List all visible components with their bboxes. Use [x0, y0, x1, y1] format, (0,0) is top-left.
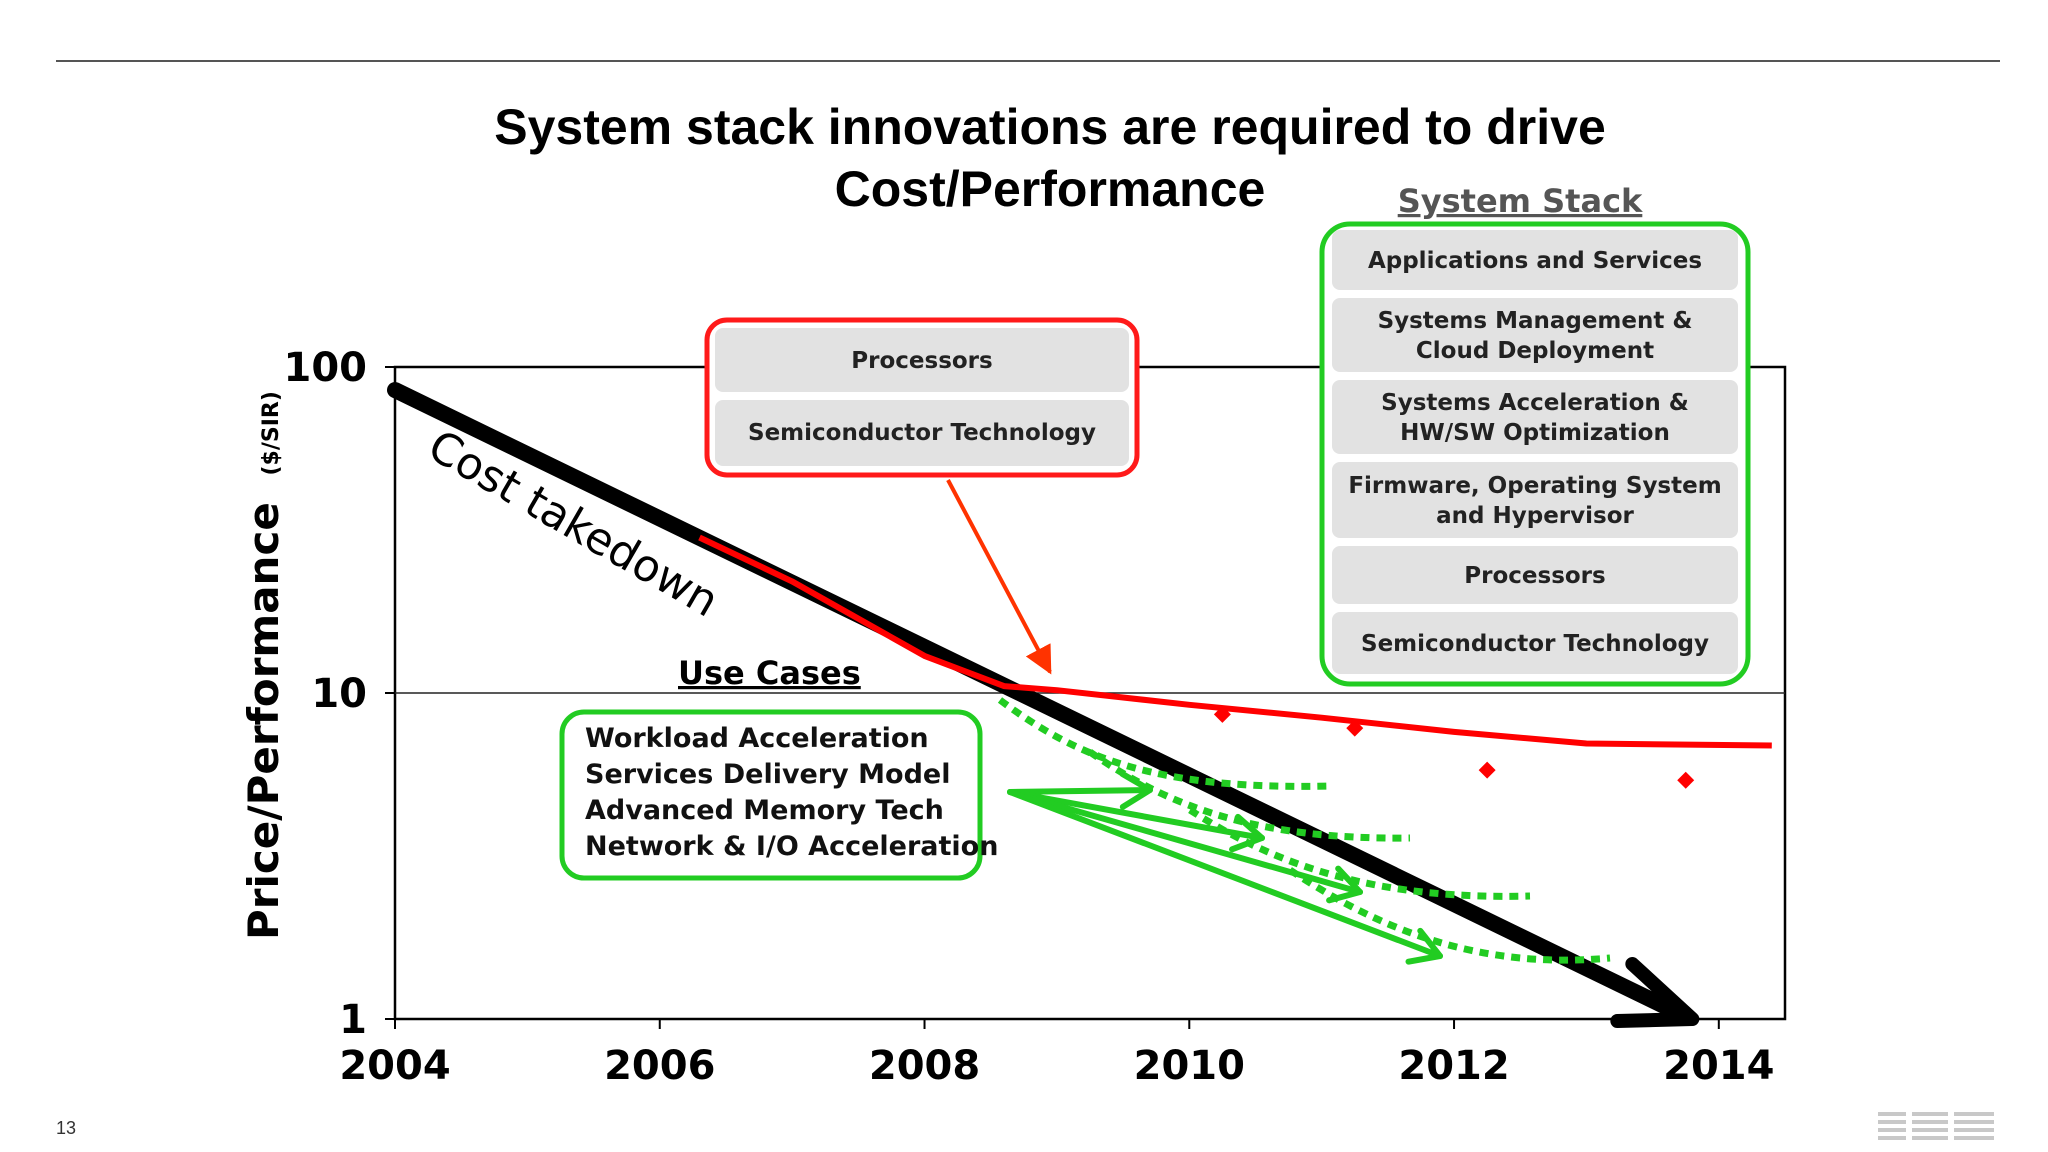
semi-stack-arrow	[946, 479, 1052, 675]
system-stack-layer	[1332, 380, 1738, 454]
use-cases-title: Use Cases	[678, 654, 861, 692]
system-stack-layer	[1332, 612, 1738, 674]
use-case-arrow	[1007, 789, 1363, 895]
system-stack-layer	[1332, 298, 1738, 372]
semiconductor-point	[1346, 719, 1364, 737]
semi-stack-box: Processors Semiconductor Technology	[704, 317, 1140, 478]
series-layer	[387, 382, 1772, 1028]
use-case-item: Workload Acceleration	[585, 723, 929, 754]
y-axis-label: Price/Performance ($/SIR)	[239, 391, 288, 940]
cost-takedown-arrowhead	[1610, 957, 1700, 1028]
semi-layer-processors	[715, 328, 1129, 392]
use-case-arrow	[1007, 789, 1265, 841]
system-stack-layer-label: Semiconductor Technology	[1361, 631, 1709, 657]
system-stack-layer-label: Processors	[1464, 563, 1605, 589]
use-case-item: Network & I/O Acceleration	[585, 831, 998, 862]
use-case-arrowhead	[1326, 865, 1363, 904]
system-stack-layer-label: Systems Management &	[1378, 308, 1693, 334]
system-stack-layer-label: and Hypervisor	[1436, 503, 1634, 529]
use-case-arrowhead	[1405, 927, 1443, 965]
system-stack-layer-label: Applications and Services	[1368, 248, 1702, 274]
x-tick-label: 2014	[1663, 1043, 1774, 1089]
x-tick-label: 2012	[1398, 1043, 1509, 1089]
axis-ticks: 1 10 100 2004 2006 2008 2010 2012 2014	[284, 345, 1775, 1089]
top-divider	[56, 60, 2000, 62]
system-stack-layer	[1332, 462, 1738, 538]
system-stack-layer-label: HW/SW Optimization	[1400, 420, 1670, 446]
use-case-arrowhead	[1119, 770, 1153, 810]
semiconductor-point	[1213, 705, 1231, 723]
system-stack-layer	[1332, 546, 1738, 604]
semi-layer-processors-label: Processors	[851, 348, 992, 374]
semiconductor-point	[1478, 761, 1496, 779]
ibm-logo	[1878, 1112, 1994, 1140]
system-stack-layer-label: Firmware, Operating System	[1348, 473, 1721, 499]
use-case-curve	[1188, 807, 1531, 900]
slide-title: System stack innovations are required to…	[300, 96, 1800, 220]
semi-layer-semiconductor-label: Semiconductor Technology	[748, 420, 1096, 446]
use-cases-box: Workload Acceleration Services Delivery …	[559, 709, 998, 881]
y-tick-label: 100	[284, 345, 368, 391]
x-tick-label: 2010	[1134, 1043, 1245, 1089]
use-case-curve	[1288, 867, 1611, 964]
y-tick-label: 10	[311, 671, 367, 717]
title-line-2: Cost/Performance	[834, 161, 1266, 217]
use-case-item: Advanced Memory Tech	[585, 795, 944, 826]
use-case-curves	[997, 697, 1611, 965]
title-line-1: System stack innovations are required to…	[494, 99, 1606, 155]
x-tick-label: 2004	[339, 1043, 450, 1089]
use-case-curve	[997, 697, 1331, 790]
cost-takedown-line	[387, 382, 1679, 1017]
use-case-arrowhead	[1229, 813, 1265, 853]
system-stack-layer-label: Cloud Deployment	[1416, 338, 1654, 364]
use-case-arrow	[1007, 787, 1153, 795]
use-case-arrow	[1007, 789, 1443, 959]
slide-number: 13	[56, 1118, 77, 1138]
use-case-item: Services Delivery Model	[585, 759, 951, 790]
x-tick-label: 2008	[869, 1043, 980, 1089]
system-stack-title: System Stack	[1398, 182, 1643, 220]
semiconductor-trend-line	[698, 534, 1772, 749]
system-stack-box: Applications and Services Systems Managem…	[1319, 221, 1751, 687]
semi-layer-semiconductor	[715, 400, 1129, 466]
semiconductor-point	[1677, 771, 1695, 789]
system-stack-layer-label: Systems Acceleration &	[1381, 390, 1689, 416]
x-tick-label: 2006	[604, 1043, 715, 1089]
system-stack-layer	[1332, 230, 1738, 290]
y-tick-label: 1	[339, 997, 367, 1043]
